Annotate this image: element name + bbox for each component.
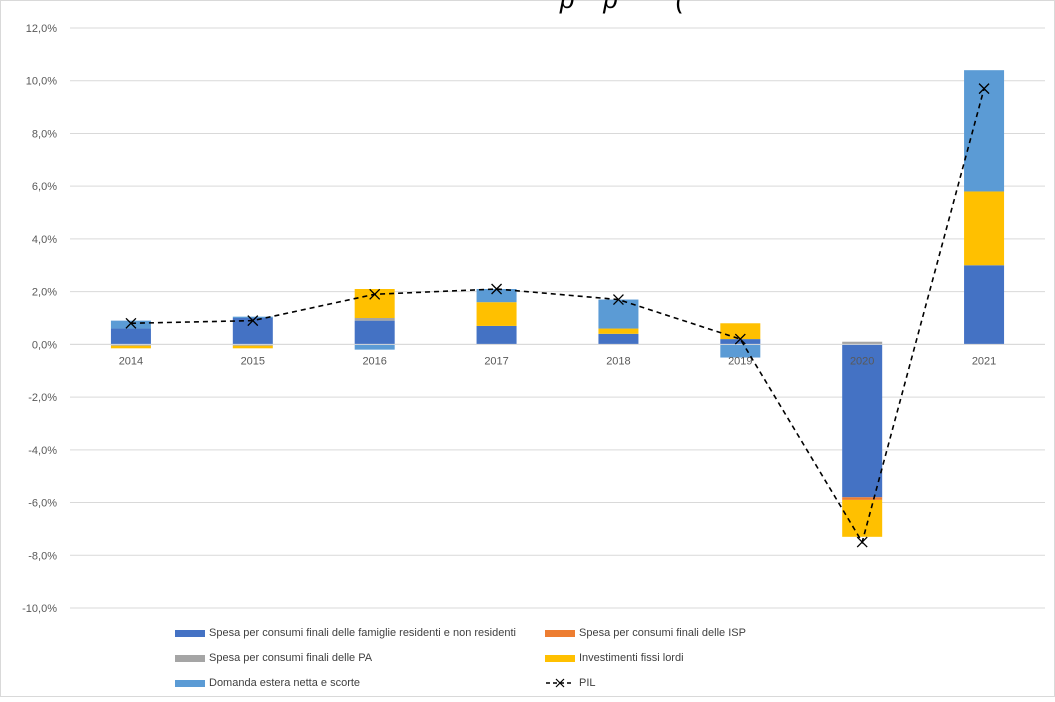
legend-label: PIL xyxy=(579,677,596,689)
legend-item: Spesa per consumi finali delle PA xyxy=(175,650,372,666)
pil-marker xyxy=(856,536,868,548)
pil-marker xyxy=(125,317,137,329)
bar-segment xyxy=(476,325,517,345)
pil-marker xyxy=(734,333,746,345)
bar-segment xyxy=(842,497,883,500)
bar-segment xyxy=(598,328,639,334)
legend-item: Investimenti fissi lordi xyxy=(545,650,684,666)
x-tick-label: 2018 xyxy=(606,355,630,367)
legend-swatch xyxy=(545,654,575,662)
bar-segment xyxy=(476,302,517,326)
legend-swatch xyxy=(175,654,205,662)
legend-line-swatch xyxy=(546,678,574,688)
legend-item-pil: PIL xyxy=(545,675,596,691)
bar-segment xyxy=(598,333,639,345)
pil-marker xyxy=(247,315,259,327)
bar-segment xyxy=(354,318,395,321)
y-tick-label: -10,0% xyxy=(22,603,57,615)
legend-label: Spesa per consumi finali delle PA xyxy=(209,652,373,664)
pil-marker xyxy=(491,283,503,295)
bar-segment xyxy=(964,191,1005,266)
y-tick-label: 8,0% xyxy=(32,128,57,140)
bar-segment xyxy=(720,339,761,345)
bar-segment xyxy=(232,344,273,346)
bar-segment xyxy=(720,323,761,340)
y-tick-label: -8,0% xyxy=(28,550,57,562)
x-tick-label: 2016 xyxy=(362,355,386,367)
y-tick-label: -6,0% xyxy=(28,498,57,510)
x-tick-label: 2020 xyxy=(850,355,874,367)
bar-segment xyxy=(720,344,761,358)
x-tick-label: 2017 xyxy=(484,355,508,367)
legend-item: Spesa per consumi finali delle ISP xyxy=(545,625,746,641)
bar-segment xyxy=(354,320,395,345)
bar-segment xyxy=(110,345,151,349)
y-tick-label: 4,0% xyxy=(32,234,57,246)
chart-legend: Spesa per consumi finali delle famiglie … xyxy=(175,625,815,695)
bar-segment xyxy=(476,289,517,303)
legend-item: Domanda estera netta e scorte xyxy=(175,675,360,691)
y-tick-label: 2,0% xyxy=(32,287,57,299)
bar-segment xyxy=(110,328,151,345)
bar-segment xyxy=(232,316,273,318)
bar-segment xyxy=(354,344,395,350)
x-tick-label: 2015 xyxy=(241,355,265,367)
bar-segment xyxy=(354,289,395,318)
bar-segment xyxy=(232,318,273,345)
bar-segment xyxy=(842,341,883,345)
y-tick-label: 12,0% xyxy=(26,23,57,35)
y-tick-label: -2,0% xyxy=(28,392,57,404)
x-tick-label: 2014 xyxy=(119,355,143,367)
pil-marker xyxy=(612,294,624,306)
x-tick-label: 2021 xyxy=(972,355,996,367)
legend-label: Spesa per consumi finali delle famiglie … xyxy=(209,627,516,639)
pil-marker xyxy=(978,83,990,95)
legend-label: Domanda estera netta e scorte xyxy=(209,677,361,689)
legend-label: Spesa per consumi finali delle ISP xyxy=(579,627,746,639)
bar-segment xyxy=(110,320,151,329)
bar-segment xyxy=(842,344,883,498)
bar-segment xyxy=(232,345,273,349)
x-tick-label: 2019 xyxy=(728,355,752,367)
legend-swatch xyxy=(175,629,205,637)
y-tick-label: 0,0% xyxy=(32,339,57,351)
legend-item: Spesa per consumi finali delle famiglie … xyxy=(175,625,516,641)
chart-title-fragment: p p ( xyxy=(560,0,684,15)
legend-swatch xyxy=(545,629,575,637)
y-tick-label: -4,0% xyxy=(28,445,57,457)
legend-swatch xyxy=(175,679,205,687)
bar-segment xyxy=(110,344,151,346)
y-tick-label: 10,0% xyxy=(26,76,57,88)
bar-segment xyxy=(964,265,1005,345)
y-tick-label: 6,0% xyxy=(32,181,57,193)
pil-marker xyxy=(369,288,381,300)
legend-label: Investimenti fissi lordi xyxy=(579,652,684,664)
